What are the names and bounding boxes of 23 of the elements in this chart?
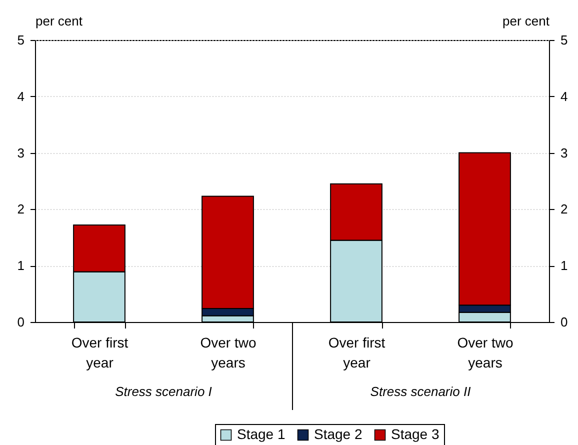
y2-tick-label: 2 xyxy=(560,202,568,217)
text: Stress scenario II xyxy=(370,384,471,399)
legend-label: Stage 3 xyxy=(391,426,440,442)
legend-label: Stage 1 xyxy=(237,426,286,442)
y2-tick-label: 3 xyxy=(560,145,568,160)
y-tick-label: 5 xyxy=(17,32,24,48)
y-tick-label: 0 xyxy=(17,314,24,330)
x-tick-label: Over first year xyxy=(328,334,386,370)
x-tick-label: Over two years xyxy=(457,334,514,370)
x-tick-label: Over first year xyxy=(71,334,128,370)
y2-tick-label: 5 xyxy=(560,32,568,48)
y2-tick-label: 0 xyxy=(560,314,568,330)
y2-axis-title: per cent xyxy=(502,14,550,28)
x-tick-label: Over two years xyxy=(200,334,256,370)
y-tick-label: 4 xyxy=(17,88,24,104)
text: Stress scenario I xyxy=(115,384,212,399)
y-tick-label: 3 xyxy=(17,145,24,160)
y-axis-title: per cent xyxy=(36,14,83,28)
y-tick-label: 2 xyxy=(17,202,24,217)
y2-tick-label: 4 xyxy=(560,88,568,104)
y-tick-label: 1 xyxy=(17,258,24,274)
legend-label: Stage 2 xyxy=(314,426,362,442)
y2-tick-label: 1 xyxy=(560,258,568,274)
